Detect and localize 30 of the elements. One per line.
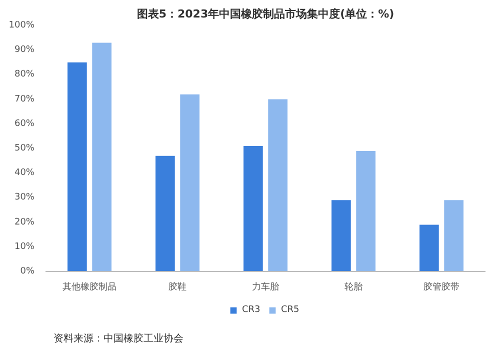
bar [244,146,263,272]
bar [420,224,439,272]
legend-label: CR3 [242,305,262,315]
x-tick-label: 胶鞋 [168,282,186,292]
y-tick-label: 80% [14,70,35,80]
y-tick-label: 90% [14,45,35,56]
chart-title: 图表5：2023年中国橡胶制品市场集中度(单位：%) [136,8,394,20]
x-tick-label: 胶管胶带 [424,282,460,292]
y-tick-label: 10% [14,242,35,252]
bar [356,150,376,272]
y-tick-label: 50% [14,144,35,154]
legend-label: CR5 [281,305,300,315]
bar [68,62,87,272]
bar [92,42,112,272]
x-tick-label: 其他橡胶制品 [62,282,116,292]
bar [444,200,464,272]
y-tick-label: 0% [20,266,35,276]
text: 资料来源：中国橡胶工业协会 [54,332,184,344]
y-tick-label: 70% [14,94,35,104]
bar [180,94,200,272]
y-tick-label: 100% [8,20,35,30]
bar [268,99,288,272]
bar [156,156,175,272]
y-tick-label: 40% [14,168,35,178]
bar [332,200,351,272]
x-tick-label: 轮胎 [344,282,362,292]
y-tick-label: 60% [14,118,35,129]
y-tick-label: 30% [14,192,35,203]
y-tick-label: 20% [14,217,35,228]
x-tick-label: 力车胎 [252,282,279,292]
